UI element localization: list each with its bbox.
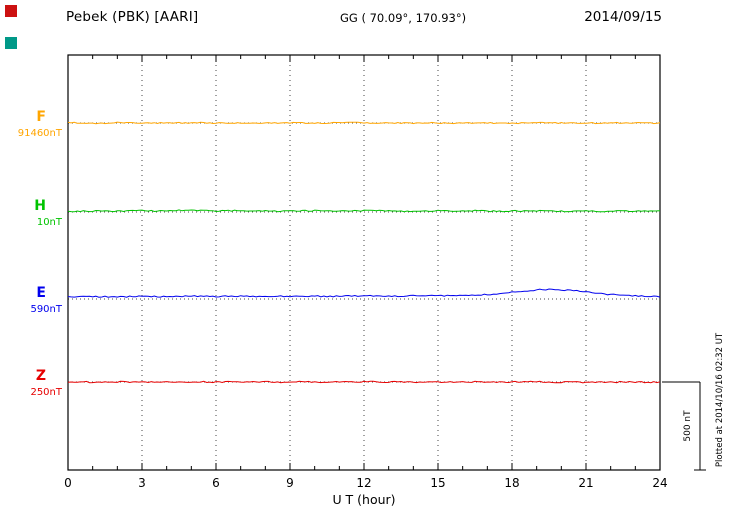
x-tick-label: 9 [286,476,294,490]
plot-date: 2014/09/15 [584,9,662,25]
x-tick-label: 18 [504,476,519,490]
series-F-letter: F [36,109,46,125]
x-tick-label: 0 [64,476,72,490]
series-E-trace [67,288,661,298]
teal-square-marker [5,37,17,49]
series-E-letter: E [36,285,46,301]
series-E-baseline-value: 590nT [30,304,62,315]
series-H-letter: H [34,198,46,214]
x-tick-label: 15 [430,476,445,490]
plot-frame [67,54,661,471]
series-H-baseline-value: 10nT [36,217,62,228]
series-F-baseline-value: 91460nT [17,128,62,139]
x-tick-label: 21 [578,476,593,490]
x-tick-label: 6 [212,476,220,490]
x-tick-label: 3 [138,476,146,490]
station-title: Pebek (PBK) [AARI] [66,9,199,25]
series-Z-trace [67,380,661,384]
series-Z-letter: Z [35,368,46,384]
plotted-at-note: Plotted at 2014/10/16 02:32 UT [715,332,725,467]
series-Z-baseline-value: 250nT [30,387,62,398]
scale-bar-label: 500 nT [683,410,693,442]
red-square-marker [5,5,17,17]
geo-coordinates: GG ( 70.09°, 170.93°) [340,11,467,25]
series-F-trace [67,121,661,125]
x-tick-label: 24 [652,476,667,490]
series-H-trace [67,209,661,213]
x-tick-label: 12 [356,476,371,490]
x-axis-title: U T (hour) [332,492,395,507]
